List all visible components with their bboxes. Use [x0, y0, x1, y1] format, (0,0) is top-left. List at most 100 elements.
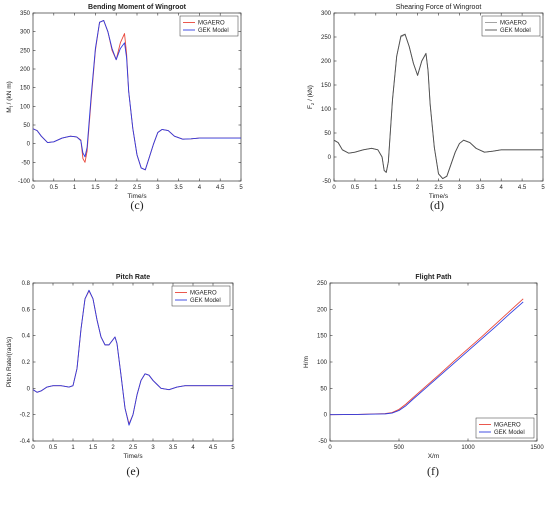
y-axis-label: H/m: [303, 356, 310, 368]
legend-entry: GEK Model: [198, 28, 229, 34]
legend-entry: GEK Model: [190, 298, 221, 304]
y-tick-label: 0.4: [22, 334, 31, 340]
x-tick-label: 3: [458, 185, 462, 191]
legend-entry: MGAERO: [494, 423, 521, 429]
x-tick-label: 2.5: [434, 185, 443, 191]
x-tick-label: 1.5: [91, 185, 100, 191]
y-tick-label: 150: [321, 83, 332, 89]
y-tick-label: 300: [321, 11, 332, 17]
y-tick-label: -50: [21, 160, 30, 166]
y-axis-label-main: M: [6, 107, 13, 112]
x-tick-label: 3.5: [169, 445, 178, 451]
y-tick-label: -50: [322, 179, 331, 185]
y-tick-label: 0.6: [22, 307, 31, 313]
y-tick-label: 150: [20, 86, 31, 92]
x-tick-label: 4.5: [518, 185, 527, 191]
x-tick-label: 1: [73, 185, 77, 191]
y-tick-label: -50: [318, 439, 327, 445]
x-tick-label: 1500: [530, 445, 544, 451]
plot-frame: [329, 282, 538, 442]
chart-e: 0 0.5 1 1.5 2 2.5 3 3.5 4 4.5 5 -0.4 -0.2 0 0.2 0.4 0.6 0…: [6, 274, 235, 478]
x-tick-label: 0.5: [50, 185, 59, 191]
y-tick-label: 50: [320, 386, 327, 392]
legend-box: [171, 285, 231, 307]
x-tick-label: 1.5: [89, 445, 98, 451]
y-axis-label-unit: / (kN m): [6, 81, 13, 106]
series-line-gek-model: [32, 289, 233, 426]
subfigure-label: (d): [430, 198, 444, 212]
series-line-gek-model: [333, 33, 543, 180]
x-tick-label: 1000: [461, 445, 475, 451]
legend-entry: MGAERO: [190, 291, 217, 297]
x-axis-label: X/m: [428, 453, 440, 460]
y-tick-label: 100: [321, 107, 332, 113]
y-tick-label: 200: [321, 59, 332, 65]
series-line-gek-model: [32, 20, 241, 171]
x-tick-label: 2: [111, 445, 115, 451]
x-tick-label: 0: [332, 185, 336, 191]
plot-frame: [32, 282, 234, 442]
x-tick-label: 3: [156, 185, 160, 191]
legend-entry: GEK Model: [500, 28, 531, 34]
x-tick-label: 0: [328, 445, 332, 451]
figure-panels: 0 0.5 1 1.5 2 2.5 3 3.5 4 4.5 5-100-50050100150200…: [6, 4, 545, 478]
y-tick-label: -0.2: [20, 413, 31, 419]
y-tick-label: -100: [18, 179, 31, 185]
x-tick-label: 1: [71, 445, 75, 451]
x-tick-label: 5: [541, 185, 545, 191]
x-axis-label: Time/s: [123, 453, 143, 460]
legend-box: [481, 15, 541, 37]
y-tick-label: 300: [20, 30, 31, 36]
x-tick-label: 3: [151, 445, 155, 451]
y-tick-label: 100: [20, 104, 31, 110]
legend-entry: GEK Model: [494, 430, 525, 436]
x-tick-label: 4.5: [209, 445, 218, 451]
x-tick-label: 5: [231, 445, 235, 451]
chart-title: Bending Moment of Wingroot: [88, 4, 187, 11]
x-tick-label: 2.5: [133, 185, 142, 191]
y-axis-label: Mf / (kN m): [6, 81, 14, 113]
x-tick-label: 1: [374, 185, 378, 191]
subfigure-label: (c): [130, 198, 143, 212]
y-tick-label: 50: [23, 123, 30, 129]
y-axis-label-subscript: z: [310, 102, 315, 105]
x-axis-label: Time/s: [429, 193, 449, 200]
y-tick-label: 0.8: [22, 281, 31, 287]
y-axis-label-main: F: [307, 105, 314, 109]
x-tick-label: 4: [500, 185, 504, 191]
chart-title: Pitch Rate: [116, 274, 150, 281]
x-tick-label: 3.5: [174, 185, 183, 191]
y-tick-label: 350: [20, 11, 31, 17]
x-tick-label: 500: [394, 445, 405, 451]
x-tick-label: 0.5: [49, 445, 58, 451]
y-axis-label-unit: / (kN): [307, 85, 314, 103]
y-tick-label: -0.4: [20, 439, 31, 445]
x-axis-label: Time/s: [127, 193, 147, 200]
x-tick-label: 4: [198, 185, 202, 191]
x-tick-label: 4: [191, 445, 195, 451]
y-tick-label: 0: [27, 142, 31, 148]
y-tick-label: 0: [324, 413, 328, 419]
y-tick-label: 50: [324, 131, 331, 137]
x-tick-label: 5: [239, 185, 243, 191]
x-tick-label: 0.5: [351, 185, 360, 191]
legend-entry: MGAERO: [500, 21, 527, 27]
x-tick-label: 2.5: [129, 445, 138, 451]
chart-c: 0 0.5 1 1.5 2 2.5 3 3.5 4 4.5 5 -100 -50 0 50 100 150 200…: [6, 4, 243, 212]
x-tick-label: 2: [115, 185, 119, 191]
x-tick-label: 0: [31, 185, 35, 191]
x-tick-label: 0: [31, 445, 35, 451]
legend-box: [179, 15, 239, 37]
x-tick-label: 2: [416, 185, 420, 191]
x-tick-label: 1.5: [393, 185, 402, 191]
chart-d: 0 0.5 1 1.5 2 2.5 3 3.5 4 4.5 5-500501001502002503…: [307, 4, 545, 212]
legend-box: [475, 417, 535, 439]
y-tick-label: 250: [317, 281, 328, 287]
x-tick-label: 4.5: [216, 185, 225, 191]
y-tick-label: 0: [328, 155, 332, 161]
